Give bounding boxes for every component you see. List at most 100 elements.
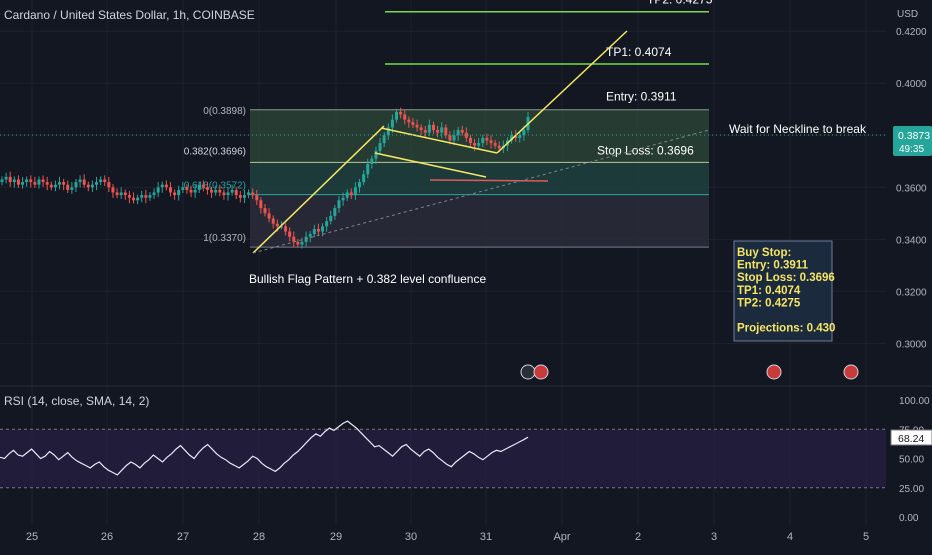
candle-body xyxy=(201,184,205,188)
current-price-value: 0.3873 xyxy=(898,130,930,142)
candle-body xyxy=(238,195,242,198)
neckline-dashed[interactable] xyxy=(252,129,710,254)
rsi-band-fill xyxy=(0,429,886,488)
candle-body xyxy=(321,226,325,232)
price-tick-label: 0.3600 xyxy=(896,183,927,194)
candle-body xyxy=(70,187,74,190)
dividend-event-icon[interactable] xyxy=(520,364,536,380)
time-tick-label: 4 xyxy=(787,531,793,543)
current-price-badge[interactable] xyxy=(893,126,932,156)
candle-body xyxy=(193,189,197,193)
candle-body xyxy=(296,241,300,245)
rsi-value-badge[interactable] xyxy=(890,429,932,446)
candle-body xyxy=(164,184,168,188)
stop-loss-label: Stop Loss: 0.3696 xyxy=(597,143,694,157)
time-tick-label: 26 xyxy=(101,531,113,543)
candle-body xyxy=(4,176,8,180)
symbol-title[interactable]: Cardano / United States Dollar, 1h, COIN… xyxy=(4,8,255,22)
time-tick-label: 30 xyxy=(405,531,417,543)
candle-body xyxy=(127,195,131,198)
candle-body xyxy=(489,140,493,144)
fib-zone-0-382 xyxy=(250,109,709,163)
flagpole-line[interactable] xyxy=(252,125,385,254)
flag-lower-line[interactable] xyxy=(374,152,487,178)
candle-body xyxy=(226,192,230,196)
candle-body xyxy=(468,137,472,144)
candle-body xyxy=(427,124,431,133)
candle-body xyxy=(444,127,448,136)
candle-body xyxy=(353,187,357,196)
candle-body xyxy=(74,182,78,188)
projection-line[interactable] xyxy=(496,30,628,154)
candle-body xyxy=(460,130,464,133)
trade-box-line: Buy Stop: xyxy=(737,247,791,259)
price-tick-label: 0.3400 xyxy=(896,235,927,246)
candle-body xyxy=(41,179,45,183)
candle-body xyxy=(312,228,316,235)
candle-body xyxy=(259,200,263,209)
candle-body xyxy=(382,135,386,144)
trade-box[interactable] xyxy=(733,240,833,342)
rsi-tick-label: 0.00 xyxy=(899,513,919,524)
economic-event-flag-icon[interactable] xyxy=(533,364,549,380)
candle-body xyxy=(115,192,119,196)
candle-body xyxy=(308,234,312,237)
candle-body xyxy=(423,130,427,133)
entry-label: Entry: 0.3911 xyxy=(606,89,677,103)
candle-body xyxy=(390,119,394,128)
price-axis[interactable]: USD0.42000.40000.38000.36000.34000.32000… xyxy=(893,9,932,350)
candle-body xyxy=(58,182,62,185)
candle-body xyxy=(119,192,123,196)
candle-body xyxy=(518,135,522,138)
fib-retracement[interactable]: 0(0.3898) 0.382(0.3696) 0.618(0.3572) 1(0.3… xyxy=(184,106,709,248)
candle-body xyxy=(419,127,423,131)
candle-body xyxy=(366,163,370,175)
candle-body xyxy=(45,182,49,185)
tp2-label: TP2: 0.4275 xyxy=(647,0,713,7)
candle-body xyxy=(522,130,526,136)
candle-body xyxy=(33,182,37,185)
economic-event-flag-icon[interactable] xyxy=(843,364,859,380)
candle-body xyxy=(148,195,152,198)
candle-body xyxy=(481,137,485,144)
candle-body xyxy=(448,135,452,141)
candle-body xyxy=(103,179,107,183)
fib-label-618: 0.618(0.3572) xyxy=(184,181,246,192)
candle-body xyxy=(29,179,33,183)
price-countdown: 49:35 xyxy=(899,144,924,155)
flag-upper-line[interactable] xyxy=(380,127,498,154)
time-tick-label: 25 xyxy=(26,531,38,543)
candle-body xyxy=(53,184,57,188)
time-tick-label: 29 xyxy=(330,531,342,543)
candle-body xyxy=(242,195,246,198)
candle-body xyxy=(25,179,29,183)
candle-body xyxy=(136,197,140,201)
candle-body xyxy=(456,130,460,136)
stop-loss-ray[interactable] xyxy=(429,179,549,182)
rsi-indicator-label[interactable]: RSI (14, close, SMA, 14, 2) xyxy=(4,394,150,408)
candle-body xyxy=(300,241,304,245)
candle-body xyxy=(370,158,374,164)
candle-body xyxy=(82,179,86,185)
time-tick-label: 2 xyxy=(635,531,641,543)
candle-body xyxy=(292,236,296,242)
economic-event-flag-icon[interactable] xyxy=(766,364,782,380)
candle-body xyxy=(152,192,156,196)
price-tick-label: 0.3000 xyxy=(896,339,927,350)
candle-body xyxy=(160,184,164,188)
candle-body xyxy=(0,179,4,183)
candle-body xyxy=(440,127,444,133)
candle-body xyxy=(275,223,279,227)
candle-body xyxy=(222,192,226,196)
candle-body xyxy=(271,218,275,224)
candle-body xyxy=(358,182,362,188)
time-axis[interactable]: 25 26 27 28 29 30 31 Apr 2 3 4 5 xyxy=(26,531,869,543)
candle-body xyxy=(123,192,127,196)
candle-body xyxy=(78,179,82,183)
candle-body xyxy=(144,195,148,198)
candle-body xyxy=(90,184,94,188)
